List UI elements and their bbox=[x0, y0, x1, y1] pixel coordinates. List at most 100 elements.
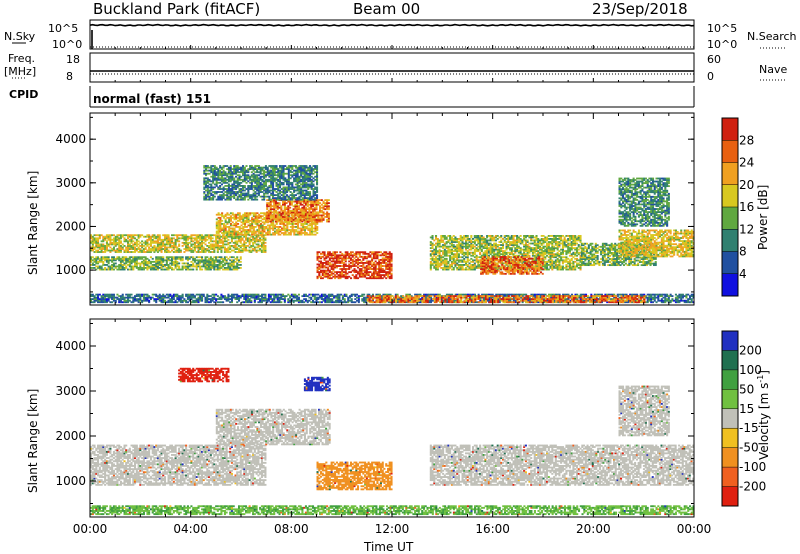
power-map-cell bbox=[650, 301, 653, 304]
power-map-cell bbox=[144, 241, 147, 244]
power-map-cell bbox=[179, 268, 182, 271]
power-map-cell bbox=[232, 293, 235, 296]
power-map-cell bbox=[268, 230, 271, 233]
power-map-cell bbox=[456, 296, 459, 299]
power-map-cell bbox=[100, 267, 103, 269]
power-map-cell bbox=[374, 254, 377, 257]
power-map-cell bbox=[342, 259, 345, 261]
power-map-cell bbox=[237, 216, 240, 219]
power-map-cell bbox=[158, 241, 161, 244]
power-map-cell bbox=[229, 223, 232, 225]
power-map-cell bbox=[322, 299, 325, 302]
power-map-cell bbox=[273, 217, 276, 220]
power-map-cell bbox=[109, 259, 112, 262]
power-map-cell bbox=[272, 223, 275, 225]
power-map-cell bbox=[364, 262, 367, 264]
power-map-cell bbox=[581, 296, 584, 299]
power-map-cell bbox=[185, 237, 188, 240]
power-map-cell bbox=[592, 295, 595, 298]
power-map-cell bbox=[256, 221, 259, 224]
power-map-cell bbox=[255, 246, 258, 249]
power-map-cell bbox=[282, 232, 285, 234]
power-map-cell bbox=[326, 211, 329, 214]
power-map-cell bbox=[541, 295, 544, 298]
power-map-cell bbox=[238, 212, 241, 215]
power-map-cell bbox=[236, 243, 239, 246]
power-map-cell bbox=[248, 249, 251, 252]
power-map-cell bbox=[407, 296, 410, 299]
power-map-cell bbox=[261, 233, 264, 236]
power-map-cell bbox=[371, 293, 374, 296]
power-map-cell bbox=[304, 217, 307, 220]
power-map-cell bbox=[216, 268, 219, 271]
power-map-cell bbox=[574, 295, 577, 298]
power-map-cell bbox=[282, 216, 285, 218]
power-map-cell bbox=[289, 202, 292, 205]
power-map-cell bbox=[282, 223, 285, 225]
power-map-cell bbox=[504, 295, 507, 298]
power-map-cell bbox=[179, 295, 182, 298]
power-map-cell bbox=[680, 296, 683, 299]
power-map-cell bbox=[139, 245, 142, 247]
power-map-cell bbox=[93, 259, 96, 262]
power-map-cell bbox=[569, 299, 572, 302]
power-map-cell bbox=[360, 269, 363, 272]
power-map-cell bbox=[155, 260, 158, 263]
power-map-cell bbox=[239, 246, 242, 249]
power-map-cell bbox=[525, 301, 528, 304]
power-map-cell bbox=[417, 301, 420, 304]
power-map-cell bbox=[290, 211, 293, 214]
power-map-cell bbox=[119, 249, 122, 252]
power-map-cell bbox=[565, 299, 568, 302]
power-map-cell bbox=[192, 299, 195, 302]
power-map-cell bbox=[592, 296, 595, 299]
power-map-cell bbox=[313, 293, 316, 296]
power-map-cell bbox=[435, 301, 438, 304]
power-map-cell bbox=[128, 234, 131, 237]
power-map-cell bbox=[289, 220, 292, 223]
power-map-cell bbox=[245, 235, 248, 238]
power-map-cell bbox=[372, 269, 375, 272]
power-map-cell bbox=[318, 271, 321, 274]
power-map-cell bbox=[153, 293, 156, 296]
power-map-cell bbox=[318, 275, 321, 278]
power-map-cell bbox=[403, 296, 406, 299]
power-map-cell bbox=[213, 234, 216, 237]
power-map-cell bbox=[409, 296, 412, 299]
power-map-cell bbox=[230, 268, 233, 271]
power-map-cell bbox=[549, 296, 552, 299]
power-map-cell bbox=[188, 268, 191, 271]
power-map-cell bbox=[102, 298, 105, 301]
power-map-cell bbox=[280, 298, 283, 301]
power-map-cell bbox=[590, 298, 593, 301]
power-map-cell bbox=[267, 211, 270, 214]
power-map-cell bbox=[231, 229, 234, 231]
power-map-cell bbox=[426, 296, 429, 299]
power-map-cell bbox=[142, 259, 145, 262]
power-map-cell bbox=[146, 257, 149, 260]
power-map-cell bbox=[186, 295, 189, 298]
power-map-cell bbox=[192, 234, 195, 237]
power-map-cell bbox=[653, 293, 656, 296]
power-map-cell bbox=[127, 293, 130, 296]
power-map-cell bbox=[355, 271, 358, 274]
power-map-cell bbox=[137, 240, 140, 243]
power-map-cell bbox=[105, 235, 108, 238]
power-map-cell bbox=[374, 266, 377, 269]
power-map-cell bbox=[407, 293, 410, 296]
power-map-cell bbox=[525, 299, 528, 302]
power-map-cell bbox=[176, 265, 179, 268]
power-map-cell bbox=[254, 221, 257, 224]
power-map-cell bbox=[341, 260, 344, 263]
power-map-cell bbox=[339, 274, 342, 277]
power-map-cell bbox=[241, 248, 244, 250]
power-map-cell bbox=[369, 275, 372, 278]
power-map-cell bbox=[325, 263, 328, 266]
power-map-cell bbox=[208, 268, 211, 271]
power-map-cell bbox=[158, 246, 161, 249]
power-map-cell bbox=[354, 301, 357, 304]
power-map-cell bbox=[343, 295, 346, 298]
power-map-cell bbox=[237, 213, 240, 216]
power-map-cell bbox=[135, 259, 138, 262]
power-map-cell bbox=[534, 301, 537, 304]
